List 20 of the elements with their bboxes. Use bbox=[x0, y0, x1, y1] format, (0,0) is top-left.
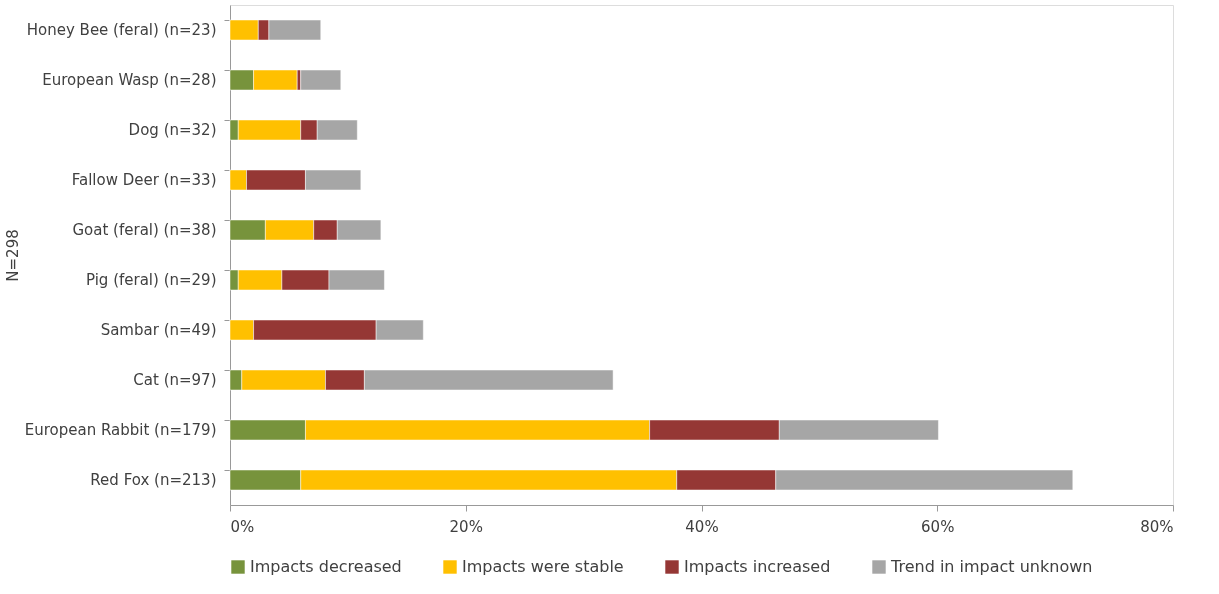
x-tick-label: 0% bbox=[230, 517, 255, 536]
y-tick-label: Pig (feral) (n=29) bbox=[85, 271, 217, 289]
x-tick-label: 60% bbox=[921, 517, 955, 536]
y-axis-title: N=298 bbox=[3, 229, 22, 282]
y-tick-label: Cat (n=97) bbox=[133, 371, 217, 389]
y-tick-label: European Wasp (n=28) bbox=[42, 71, 217, 89]
y-tick-label: European Rabbit (n=179) bbox=[24, 421, 217, 439]
y-tick-label: Dog (n=32) bbox=[128, 121, 217, 139]
y-tick-label: Sambar (n=49) bbox=[100, 321, 217, 339]
x-tick-label: 40% bbox=[685, 517, 719, 536]
y-tick-label: Fallow Deer (n=33) bbox=[71, 171, 217, 189]
legend-label: Impacts increased bbox=[684, 557, 831, 576]
legend-label: Impacts were stable bbox=[462, 557, 624, 576]
legend-label: Impacts decreased bbox=[250, 557, 402, 576]
y-tick-label: Red Fox (n=213) bbox=[90, 471, 217, 489]
x-tick-label: 20% bbox=[449, 517, 483, 536]
y-tick-label: Goat (feral) (n=38) bbox=[72, 221, 217, 239]
y-tick-label: Honey Bee (feral) (n=23) bbox=[26, 21, 217, 39]
x-tick-label: 80% bbox=[1140, 517, 1174, 536]
legend-label: Trend in impact unknown bbox=[890, 557, 1093, 576]
